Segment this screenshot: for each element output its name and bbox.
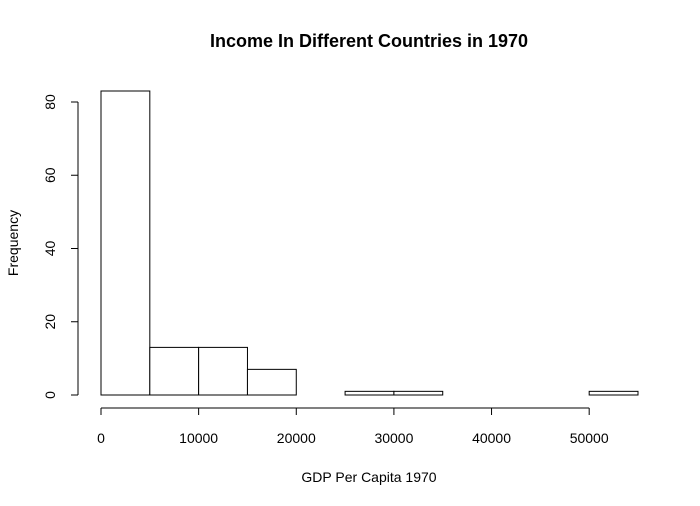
- y-tick-label-4: 80: [42, 94, 58, 110]
- histogram-bar-0: [100, 90, 151, 396]
- y-axis: 0 20 40 60 80: [42, 94, 79, 399]
- histogram-bar-3: [246, 368, 297, 396]
- x-tick-label-0: 0: [97, 430, 105, 446]
- bars-group: [100, 90, 639, 396]
- histogram-bar-5: [344, 390, 395, 396]
- histogram-bar-6: [393, 390, 444, 396]
- x-tick-label-1: 10000: [179, 430, 218, 446]
- x-tick-label-5: 50000: [570, 430, 609, 446]
- y-tick-label-2: 40: [42, 240, 58, 256]
- y-tick-label-0: 0: [42, 391, 58, 399]
- x-tick-label-3: 30000: [374, 430, 413, 446]
- x-tick-label-4: 40000: [472, 430, 511, 446]
- x-axis: 0 10000 20000 30000 40000 50000: [97, 407, 609, 446]
- histogram-bar-1: [149, 346, 200, 396]
- histogram-bar-10: [588, 390, 639, 396]
- y-tick-label-3: 60: [42, 167, 58, 183]
- y-tick-label-1: 20: [42, 314, 58, 330]
- y-axis-label: Frequency: [5, 210, 21, 276]
- chart-title: Income In Different Countries in 1970: [210, 31, 528, 51]
- histogram-bar-2: [198, 346, 248, 396]
- x-axis-label: GDP Per Capita 1970: [301, 469, 436, 485]
- x-tick-label-2: 20000: [277, 430, 316, 446]
